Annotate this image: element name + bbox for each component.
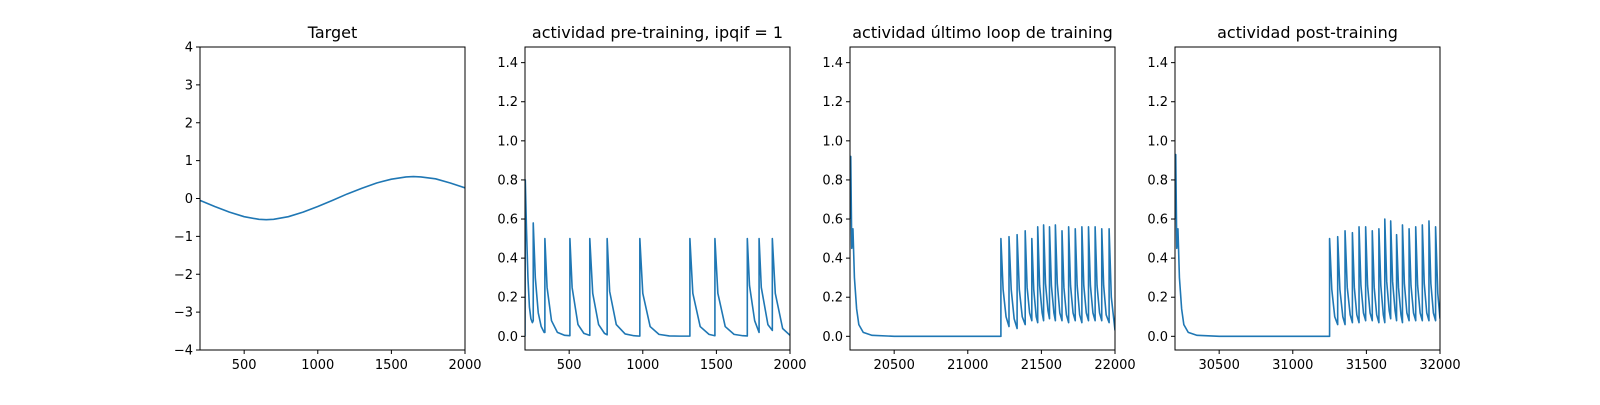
- series-line-1: [525, 179, 790, 337]
- y-tick-label: 0.4: [822, 252, 843, 267]
- x-tick-label: 2000: [773, 358, 806, 373]
- x-tick-label: 30500: [1198, 358, 1239, 373]
- y-tick-label: 0.2: [822, 291, 843, 306]
- chart-panel-4: 30500 31000 31500 32000 0.0 0.2 0.4 0.6 0.8 1.0 1.…: [1147, 23, 1460, 373]
- y-tick-label: 1.2: [822, 95, 843, 110]
- axes-frame: [199, 46, 466, 351]
- y-tick-label: 1.4: [1147, 56, 1168, 71]
- series-line-1: [1175, 153, 1440, 338]
- y-tick-label: −2: [174, 268, 193, 283]
- panel-title: actividad post-training: [1217, 23, 1398, 42]
- x-tick-label: 32000: [1419, 358, 1460, 373]
- y-tick-label: −1: [174, 230, 193, 245]
- y-tick-label: 0.2: [497, 291, 518, 306]
- axes-frame: [524, 46, 791, 351]
- x-tick-label: 2000: [448, 358, 481, 373]
- y-tick-label: 0.6: [1147, 213, 1168, 228]
- y-tick-label: 4: [185, 41, 193, 56]
- x-tick-label: 20500: [873, 358, 914, 373]
- chart-panel-2: 500 1000 1500 2000 0.0 0.2 0.4 0.6 0.8 1.0 1.2 1.4 a…: [497, 23, 806, 373]
- y-tick-label: −3: [174, 306, 193, 321]
- x-tick-label: 31000: [1272, 358, 1313, 373]
- panel-title: actividad pre-training, ipqif = 1: [532, 23, 783, 42]
- y-tick-label: 0.6: [497, 213, 518, 228]
- y-tick-label: 0.4: [497, 252, 518, 267]
- chart-panel-1: 500 1000 1500 2000 −4 −3 −2 −1 0 1 2 3 4 Target: [174, 23, 482, 373]
- panel-title: actividad último loop de training: [852, 23, 1113, 42]
- y-tick-label: 1.0: [1147, 134, 1168, 149]
- y-tick-label: 0.8: [1147, 173, 1168, 188]
- x-tick-label: 1500: [375, 358, 408, 373]
- y-tick-label: 0.8: [497, 173, 518, 188]
- y-tick-label: 0.4: [1147, 252, 1168, 267]
- y-tick-label: 0.2: [1147, 291, 1168, 306]
- panel-title: Target: [307, 23, 358, 42]
- y-tick-label: 0.6: [822, 213, 843, 228]
- y-tick-label: 1.2: [497, 95, 518, 110]
- y-tick-label: −4: [174, 344, 193, 359]
- y-tick-label: 1: [185, 154, 193, 169]
- x-tick-label: 31500: [1346, 358, 1387, 373]
- axes-frame: [849, 46, 1116, 351]
- y-tick-label: 1.0: [822, 134, 843, 149]
- y-tick-label: 1.2: [1147, 95, 1168, 110]
- x-tick-label: 500: [557, 358, 582, 373]
- axes-frame: [1174, 46, 1441, 351]
- y-tick-label: 0.0: [497, 330, 518, 345]
- x-tick-label: 21500: [1021, 358, 1062, 373]
- y-tick-label: 2: [185, 116, 193, 131]
- x-tick-label: 1000: [626, 358, 659, 373]
- y-tick-label: 0.0: [1147, 330, 1168, 345]
- y-tick-label: 0: [185, 192, 193, 207]
- x-tick-label: 21000: [947, 358, 988, 373]
- series-line-1: [850, 155, 1115, 338]
- x-tick-label: 500: [232, 358, 257, 373]
- y-tick-label: 1.4: [497, 56, 518, 71]
- x-tick-label: 1500: [700, 358, 733, 373]
- y-tick-label: 0.8: [822, 173, 843, 188]
- y-tick-label: 1.0: [497, 134, 518, 149]
- y-tick-label: 0.0: [822, 330, 843, 345]
- x-tick-label: 22000: [1094, 358, 1135, 373]
- y-tick-label: 1.4: [822, 56, 843, 71]
- x-tick-label: 1000: [301, 358, 334, 373]
- series-line-1: [200, 175, 465, 221]
- chart-panel-3: 20500 21000 21500 22000 0.0 0.2 0.4 0.6 0.8 1.0 1.…: [822, 23, 1135, 373]
- y-tick-label: 3: [185, 78, 193, 93]
